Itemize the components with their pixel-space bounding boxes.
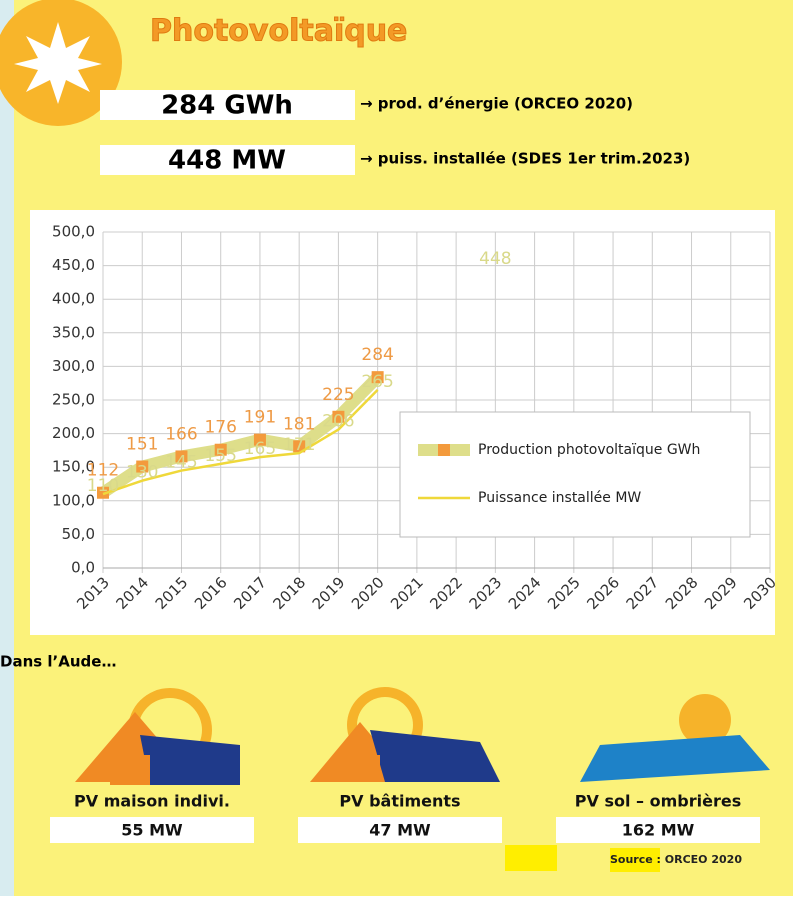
- marker: [332, 410, 345, 423]
- building-icon: [310, 687, 500, 782]
- decor: [610, 848, 660, 872]
- item-label: PV maison indivi.: [74, 792, 230, 811]
- y-tick-label: 400,0: [52, 290, 95, 308]
- ground-icon: [580, 694, 770, 782]
- data-label: 130: [126, 463, 158, 483]
- data-label: 176: [204, 418, 236, 438]
- items: PV maison indivi. 55 MW PV bâtiments 47 MW P…: [50, 792, 760, 843]
- item-value: 55 MW: [121, 821, 183, 840]
- data-label: 171: [283, 435, 315, 455]
- data-label: 265: [361, 372, 393, 392]
- stat-label: → prod. d’énergie (ORCEO 2020): [360, 95, 633, 113]
- marker: [175, 450, 188, 463]
- y-tick-label: 500,0: [52, 223, 95, 241]
- y-tick-label: 50,0: [62, 525, 95, 543]
- data-label: 112: [87, 461, 119, 481]
- sun-icon: [14, 22, 102, 104]
- legend-box: [399, 411, 751, 538]
- source: Source : ORCEO 2020: [610, 853, 742, 866]
- legend-marker: [438, 444, 450, 456]
- left-strip: [0, 0, 14, 896]
- y-tick-label: 300,0: [52, 357, 95, 375]
- series-line: [99, 372, 382, 498]
- data-label: 151: [126, 435, 158, 455]
- data-label: 191: [244, 408, 276, 428]
- series-line: [102, 389, 379, 496]
- stat-box: [100, 145, 355, 175]
- item-label: PV sol – ombrières: [575, 792, 741, 811]
- data-label: 284: [361, 345, 393, 365]
- data-label: 166: [165, 424, 197, 444]
- data-label: 155: [204, 446, 236, 466]
- y-tick-label: 250,0: [52, 391, 95, 409]
- stat-label: → puiss. installée (SDES 1er trim.2023): [360, 150, 690, 168]
- data-label: 145: [165, 453, 197, 473]
- marker: [214, 443, 227, 456]
- y-tick-label: 350,0: [52, 323, 95, 341]
- stat-box: [100, 90, 355, 120]
- y-tick-label: 0,0: [71, 559, 95, 577]
- item-label: PV bâtiments: [339, 792, 460, 811]
- title: Photovoltaïque: [150, 14, 407, 49]
- marker: [293, 440, 306, 453]
- marker: [97, 486, 109, 499]
- item-box: [556, 817, 760, 843]
- stat-value: 284 GWh: [161, 91, 293, 121]
- marker: [136, 460, 149, 473]
- item-box: [50, 817, 254, 843]
- item-value: 162 MW: [622, 821, 695, 840]
- item-value: 47 MW: [369, 821, 431, 840]
- decor: [505, 845, 557, 871]
- data-label: 110: [87, 476, 119, 496]
- y-tick-label: 200,0: [52, 424, 95, 442]
- section-title: Dans l’Aude…: [0, 653, 116, 671]
- house-icon: [75, 688, 240, 785]
- data-label: 225: [322, 385, 354, 405]
- stat-value: 448 MW: [168, 146, 286, 176]
- legend-label: Production photovoltaïque GWh: [478, 442, 700, 458]
- data-label: 165: [244, 439, 276, 459]
- marker: [253, 433, 266, 446]
- data-label: 448: [479, 249, 511, 269]
- data-label: 181: [283, 414, 315, 434]
- y-tick-label: 450,0: [52, 256, 95, 274]
- data-label: 206: [322, 412, 354, 432]
- item-box: [298, 817, 502, 843]
- chart: 0,0 50,0 100,0 150,0 200,0 250,0 300,0 350,0 400…: [52, 223, 780, 614]
- y-tick-label: 100,0: [52, 491, 95, 509]
- y-tick-label: 150,0: [52, 458, 95, 476]
- legend-label: Puissance installée MW: [478, 490, 641, 506]
- marker: [371, 371, 384, 384]
